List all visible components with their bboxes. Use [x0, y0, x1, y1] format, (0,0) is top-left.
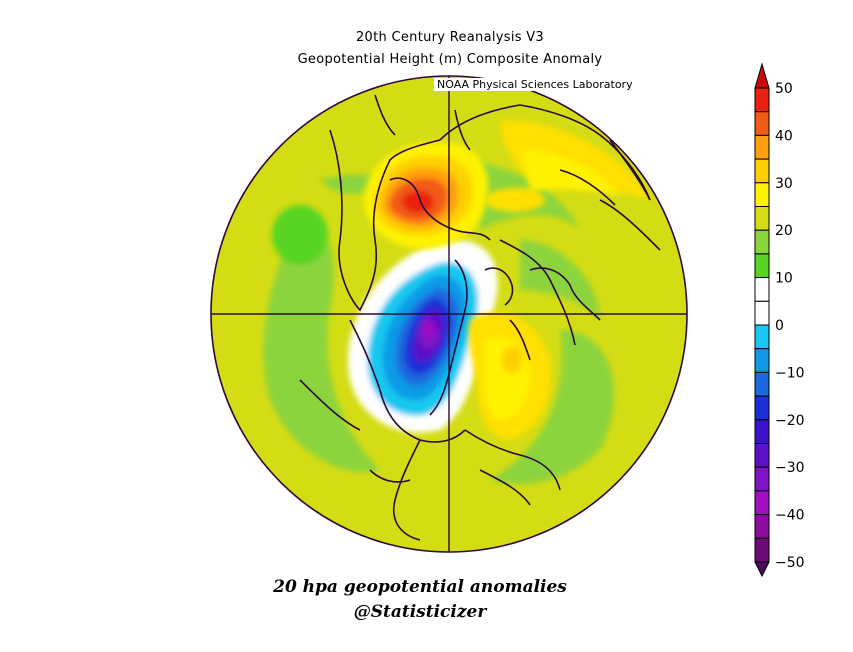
colorbar-swatch	[754, 300, 770, 326]
colorbar-swatch	[754, 395, 770, 421]
caption-line-1: 20 hpa geopotential anomalies	[273, 577, 567, 597]
colorbar-swatch	[754, 443, 770, 468]
colorbar-swatch	[754, 111, 770, 136]
colorbar-swatch	[754, 134, 770, 160]
anomaly-field	[211, 76, 687, 552]
chart-title: 20th Century Reanalysis V3	[355, 30, 544, 45]
colorbar-swatch	[754, 324, 770, 350]
chart-subtitle: Geopotential Height (m) Composite Anomal…	[297, 52, 603, 67]
colorbar-tick-label: −50	[775, 555, 805, 571]
colorbar-tick-label: 50	[775, 81, 793, 97]
colorbar-swatch	[754, 158, 770, 184]
colorbar-bottom-arrow	[754, 561, 770, 578]
coastlines	[299, 94, 661, 541]
colorbar-swatch	[754, 371, 770, 397]
colorbar-tick-label: 10	[775, 271, 793, 287]
colorbar-swatch	[754, 348, 770, 373]
colorbar-swatch	[754, 87, 770, 113]
positive-anomaly-europe	[364, 142, 489, 249]
colorbar-tick-label: 30	[775, 176, 793, 192]
colorbar-tick-label: −30	[775, 460, 805, 476]
map-boundary	[210, 75, 688, 553]
caption-line-2: @Statisticizer	[353, 602, 487, 622]
colorbar-swatch	[754, 514, 770, 539]
colorbar-swatch	[754, 182, 770, 208]
colorbar-tick-label: −20	[775, 413, 805, 429]
negative-anomaly-canada	[348, 239, 498, 433]
colorbar-tick-label: −10	[775, 365, 805, 381]
colorbar-tick-label: 40	[775, 128, 793, 144]
positive-anomaly-siberia	[468, 120, 650, 440]
colorbar-tick-label: −40	[775, 508, 805, 524]
colorbar-swatch	[754, 490, 770, 516]
colorbar-swatch	[754, 229, 770, 255]
colorbar-tick-label: 20	[775, 223, 793, 239]
credit-label: NOAA Physical Sciences Laboratory	[434, 78, 636, 91]
colorbar-swatch	[754, 419, 770, 444]
colorbar-swatch	[754, 537, 770, 563]
colorbar-swatch	[754, 277, 770, 302]
colorbar-tick-label: 0	[775, 318, 784, 334]
colorbar-top-arrow	[754, 62, 770, 89]
colorbar-swatch	[754, 466, 770, 492]
colorbar-swatch	[754, 253, 770, 279]
colorbar-swatch	[754, 206, 770, 231]
